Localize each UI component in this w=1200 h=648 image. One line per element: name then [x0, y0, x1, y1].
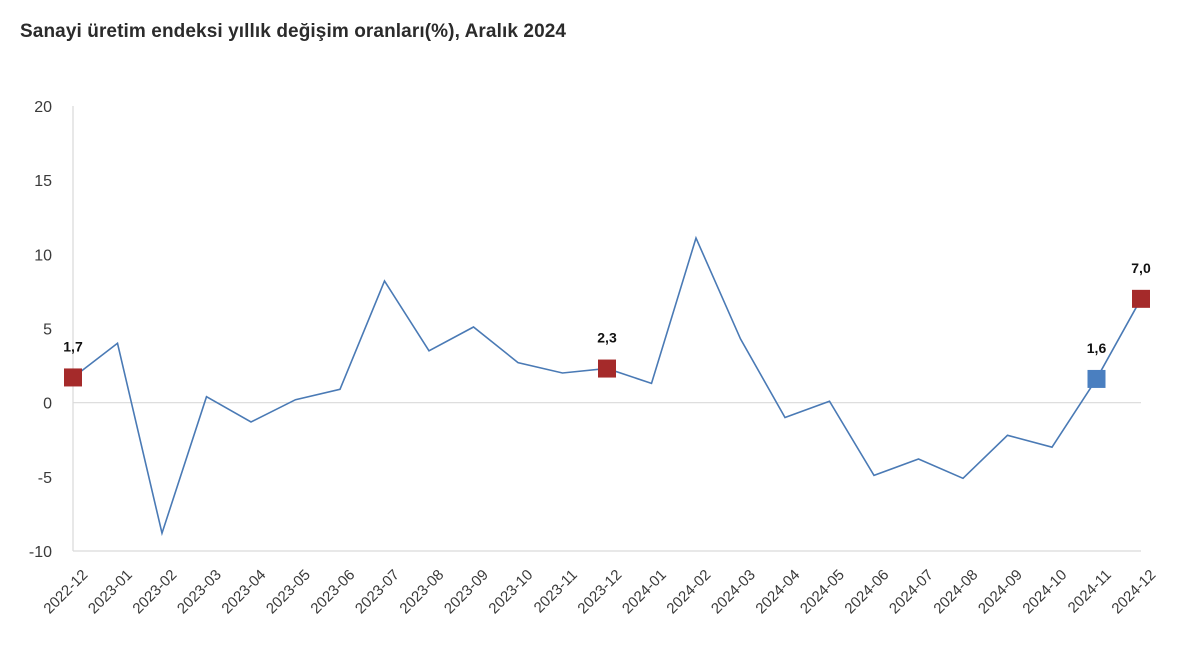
x-tick-label: 2023-02	[129, 566, 180, 617]
x-tick-label: 2023-06	[307, 566, 358, 617]
y-tick-label: 0	[43, 396, 52, 413]
x-tick-label: 2024-03	[708, 566, 759, 617]
data-label: 7,0	[1131, 260, 1151, 276]
x-tick-label: 2024-09	[975, 566, 1026, 617]
red-square-marker	[64, 368, 82, 387]
red-square-marker	[1132, 289, 1150, 308]
y-tick-label: 10	[34, 247, 52, 264]
x-tick-label: 2024-06	[841, 566, 892, 617]
x-tick-label: 2023-12	[574, 566, 625, 617]
y-tick-label: -5	[38, 470, 52, 487]
red-square-marker	[598, 359, 616, 378]
x-tick-label: 2024-04	[752, 566, 803, 617]
x-tick-label: 2022-12	[40, 566, 91, 617]
data-label: 1,6	[1087, 340, 1107, 356]
x-tick-label: 2024-02	[663, 566, 714, 617]
x-tick-label: 2023-08	[396, 566, 447, 617]
y-tick-label: 15	[34, 173, 52, 190]
data-label: 2,3	[597, 330, 617, 346]
x-tick-label: 2023-03	[174, 566, 225, 617]
x-tick-label: 2023-11	[531, 566, 581, 616]
x-tick-label: 2024-10	[1019, 566, 1070, 617]
x-tick-label: 2023-07	[352, 566, 403, 617]
chart-title: Sanayi üretim endeksi yıllık değişim ora…	[20, 21, 567, 42]
x-tick-label: 2024-12	[1108, 566, 1159, 617]
x-tick-label: 2024-11	[1065, 566, 1115, 616]
data-label: 1,7	[63, 338, 83, 354]
blue-square-marker	[1087, 369, 1106, 388]
data-line	[72, 235, 1142, 537]
x-tick-label: 2024-05	[797, 566, 848, 617]
y-tick-label: -10	[29, 544, 52, 561]
x-tick-label: 2023-09	[441, 566, 492, 617]
x-tick-label: 2023-01	[85, 566, 136, 617]
x-tick-label: 2024-01	[619, 566, 670, 617]
x-tick-label: 2024-08	[930, 566, 981, 617]
x-tick-label: 2024-07	[886, 566, 937, 617]
x-tick-label: 2023-04	[218, 566, 269, 617]
y-tick-label: 20	[34, 99, 52, 116]
x-tick-label: 2023-10	[485, 566, 536, 617]
x-tick-label: 2023-05	[263, 566, 314, 617]
y-tick-label: 5	[43, 322, 52, 339]
